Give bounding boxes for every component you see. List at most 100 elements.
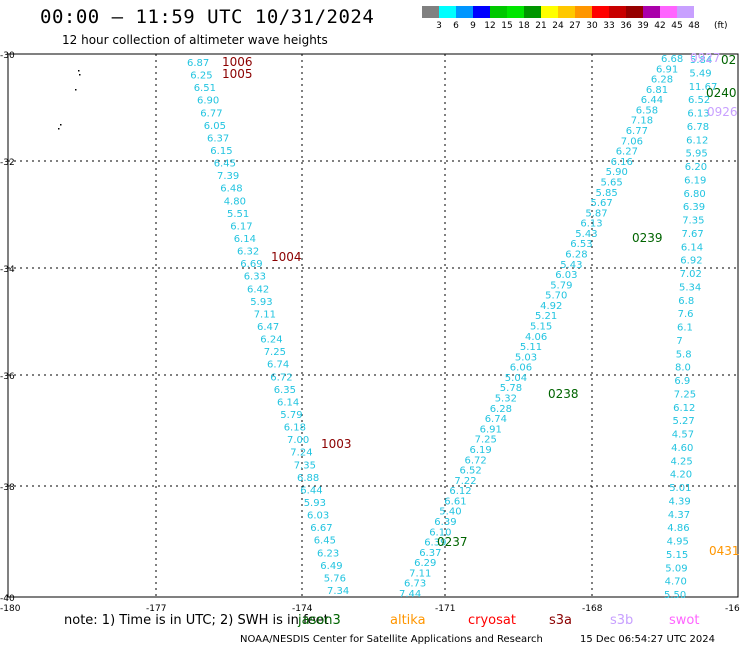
wave-height-value: 4.80 [224, 196, 246, 207]
wave-height-value: 6.19 [470, 445, 492, 456]
wave-height-value: 6.77 [200, 108, 222, 119]
wave-height-value: 6.37 [419, 548, 441, 559]
wave-height-value: 5.15 [666, 550, 688, 561]
wave-height-value: 6.53 [570, 239, 592, 250]
scale-swatch [490, 6, 507, 18]
wave-height-value: 6.8 [678, 296, 694, 307]
wave-height-value: 6.1 [677, 323, 693, 334]
wave-height-value: 7.25 [264, 347, 286, 358]
wave-height-value: 4.57 [672, 430, 694, 441]
lat-label: -36 [0, 372, 15, 382]
wave-height-value: 7.24 [290, 448, 312, 459]
wave-height-value: 5.79 [280, 410, 302, 421]
wave-height-value: 5.93 [250, 297, 272, 308]
lon-label: -16 [725, 604, 740, 612]
map-subtitle: 12 hour collection of altimeter wave hei… [62, 33, 328, 47]
wave-height-value: 6.19 [684, 175, 706, 186]
map-frame [7, 53, 739, 598]
wave-height-value: 7.18 [631, 116, 653, 127]
wave-height-value: 5.76 [324, 573, 346, 584]
scale-label: 24 [552, 21, 564, 31]
scale-swatch [456, 6, 473, 18]
wave-height-value: 6.14 [681, 242, 703, 253]
land-specks [58, 70, 81, 130]
satellite-cryosat: cryosat [468, 613, 516, 628]
wave-height-value: 7 [676, 336, 682, 347]
wave-height-value: 6.44 [641, 95, 663, 106]
wave-height-value: 6.49 [320, 561, 342, 572]
wave-height-value: 6.72 [270, 372, 292, 383]
wave-height-value: 5.21 [535, 311, 557, 322]
wave-height-value: 6.13 [687, 109, 709, 120]
wave-height-value: 6.27 [616, 147, 638, 158]
wave-height-value: 6.35 [274, 385, 296, 396]
wave-height-value: 7.39 [217, 171, 239, 182]
wave-height-value: 6.39 [434, 517, 456, 528]
wave-height-value: 6.06 [510, 363, 532, 374]
pass-time-label: 0927 [690, 51, 721, 65]
scale-swatch [643, 6, 660, 18]
scale-label: 42 [654, 21, 666, 31]
scale-swatch [507, 6, 524, 18]
wave-height-value: 6.12 [673, 403, 695, 414]
wave-height-value: 5.85 [596, 188, 618, 199]
pass-time-label: 02 [721, 53, 736, 67]
satellite-altika: altika [390, 613, 426, 628]
satellite-track-left: 6.876.256.516.906.776.056.376.156.457.39… [187, 58, 349, 597]
wave-height-value: 6.9 [674, 376, 690, 387]
wave-height-value: 7.02 [680, 269, 702, 280]
pass-time-label: 1005 [222, 67, 253, 81]
color-scale-unit: (ft) [714, 21, 728, 31]
satellite-s3a: s3a [549, 613, 573, 628]
wave-height-value: 6.52 [460, 466, 482, 477]
wave-height-value: 5.04 [505, 373, 527, 384]
wave-height-value: 7.34 [327, 586, 349, 597]
wave-height-value: 5.84 [690, 55, 712, 66]
pass-time-label: 0431 [709, 544, 740, 558]
wave-height-value: 5.15 [530, 322, 552, 333]
pass-time-label: 0239 [632, 231, 663, 245]
wave-height-value: 4.86 [667, 523, 689, 534]
wave-height-value: 6.80 [684, 189, 706, 200]
wave-height-value: 6.33 [244, 272, 266, 283]
wave-height-value: 6.78 [687, 122, 709, 133]
wave-height-value: 5.40 [439, 507, 461, 518]
wave-height-value: 6.61 [444, 496, 466, 507]
wave-height-value: 5.03 [515, 352, 537, 363]
wave-height-value: 7.11 [409, 568, 431, 579]
wave-height-value: 11.67 [689, 82, 718, 93]
pass-time-label: 1004 [271, 250, 302, 264]
scale-swatch [558, 6, 575, 18]
wave-height-value: 6.48 [220, 184, 242, 195]
wave-height-value: 4.37 [668, 510, 690, 521]
scale-label: 15 [501, 21, 513, 31]
lat-label: -38 [0, 483, 15, 493]
wave-height-value: 6.10 [429, 527, 451, 538]
lat-label: -32 [0, 158, 15, 168]
wave-height-value: 6.03 [555, 270, 577, 281]
wave-height-value: 6.39 [683, 202, 705, 213]
scale-swatch [422, 6, 439, 18]
wave-height-value: 7.25 [475, 435, 497, 446]
scale-label: 18 [518, 21, 530, 31]
scale-swatch [524, 6, 541, 18]
wave-height-value: 6.05 [204, 121, 226, 132]
wave-height-value: 6.42 [247, 284, 269, 295]
scale-label: 36 [620, 21, 632, 31]
pass-time-label: 0926 [707, 105, 738, 119]
axis-labels: -30 -32 -34 -36 -38 -40-180 -177 -174 -171 -168 -1… [0, 51, 740, 612]
wave-height-value: 5.93 [304, 498, 326, 509]
scale-label: 39 [637, 21, 649, 31]
land-speck [58, 128, 60, 130]
wave-height-value: 6.45 [214, 159, 236, 170]
lon-label: -168 [582, 604, 603, 612]
wave-height-value: 6.74 [485, 414, 507, 425]
satellite-track-middle: 7.446.737.116.296.376.396.106.395.406.61… [399, 54, 683, 600]
wave-height-value: 5.34 [679, 282, 701, 293]
wave-height-value: 6.51 [194, 83, 216, 94]
wave-height-value: 7.67 [682, 229, 704, 240]
wave-height-value: 6.28 [565, 250, 587, 261]
wave-height-value: 6.69 [240, 259, 262, 270]
wave-height-value: 4.60 [671, 443, 693, 454]
